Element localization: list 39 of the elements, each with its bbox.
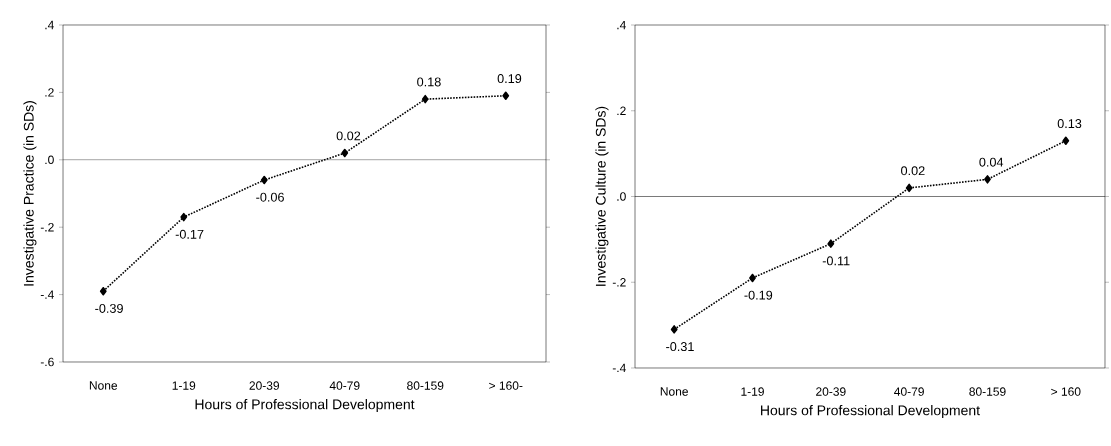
x-tick-label: 80-159 xyxy=(407,381,444,390)
y-tick-label: .4 xyxy=(617,20,626,30)
data-label: 0.18 xyxy=(417,77,441,87)
y-tick-label: -.6 xyxy=(40,357,54,367)
x-axis-title: Hours of Professional Development xyxy=(761,405,980,419)
data-label: -0.17 xyxy=(175,229,204,239)
x-axis-title: Hours of Professional Development xyxy=(195,399,415,413)
y-tick-label: -.2 xyxy=(40,223,54,232)
y-tick-label: .2 xyxy=(45,88,54,97)
data-label: 0.02 xyxy=(901,166,925,176)
data-label: 0.19 xyxy=(497,74,522,84)
y-tick-label: .4 xyxy=(45,20,54,30)
data-label: 0.13 xyxy=(1057,119,1082,129)
x-tick-label: 40-79 xyxy=(329,381,360,390)
data-label: -0.06 xyxy=(256,192,284,202)
y-tick-label: -.4 xyxy=(40,290,54,299)
x-tick-label: 20-39 xyxy=(816,387,846,396)
x-tick-label: 1-19 xyxy=(741,387,764,396)
y-axis-title: Investigative Culture (in SDs) xyxy=(595,106,609,286)
y-tick-label: .2 xyxy=(617,106,626,115)
data-label: -0.39 xyxy=(95,303,123,313)
x-tick-label: None xyxy=(89,381,118,390)
x-tick-label: 1-19 xyxy=(172,381,196,390)
x-tick-label: > 160 xyxy=(1051,387,1081,396)
data-label: -0.31 xyxy=(666,342,694,352)
y-tick-label: .0 xyxy=(45,155,54,165)
data-label: 0.02 xyxy=(336,131,361,141)
x-tick-label: 20-39 xyxy=(249,381,280,390)
y-tick-label: .0 xyxy=(617,192,626,201)
x-tick-label: 40-79 xyxy=(894,387,924,396)
x-tick-label: 80-159 xyxy=(969,387,1006,396)
x-tick-label: > 160- xyxy=(489,381,523,390)
y-tick-label: -.4 xyxy=(612,363,626,373)
y-axis-title: Investigative Practice (in SDs) xyxy=(23,101,37,286)
data-label: -0.11 xyxy=(822,256,850,266)
data-label: 0.04 xyxy=(979,157,1004,167)
x-tick-label: None xyxy=(660,387,688,396)
data-label: -0.19 xyxy=(744,290,773,300)
y-tick-label: -.2 xyxy=(612,278,626,287)
